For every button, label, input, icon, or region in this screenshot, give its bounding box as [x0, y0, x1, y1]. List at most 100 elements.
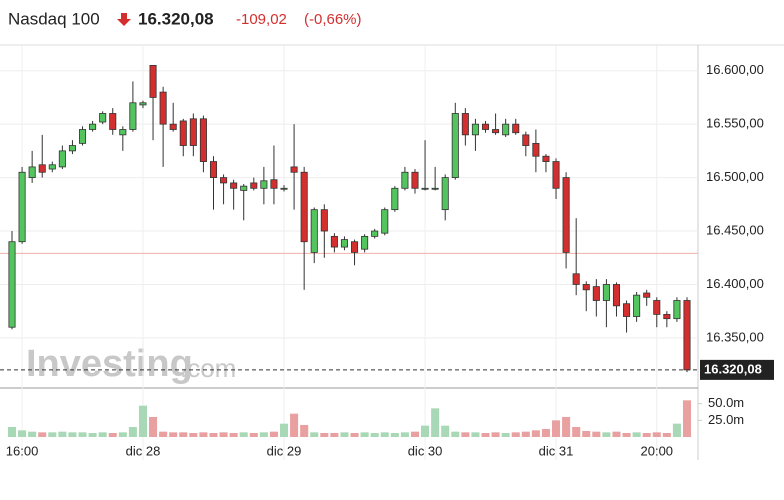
- volume-bar: [360, 432, 369, 437]
- volume-bar: [118, 432, 127, 437]
- volume-bar: [521, 431, 530, 437]
- volume-bar: [108, 433, 117, 437]
- candle-body: [220, 177, 228, 184]
- volume-bar: [531, 430, 540, 437]
- volume-bar: [421, 425, 430, 437]
- candle-body: [139, 102, 147, 106]
- volume-bar: [320, 433, 329, 437]
- volume-bar: [98, 432, 107, 437]
- volume-bar: [481, 433, 490, 437]
- volume-bar: [290, 413, 299, 437]
- volume-bar: [7, 427, 17, 437]
- candle-body: [330, 235, 338, 248]
- y-tick-label: 16.550,00: [706, 116, 764, 131]
- x-tick-label: dic 29: [267, 443, 302, 458]
- volume-bar: [149, 417, 158, 437]
- volume-bar: [279, 423, 289, 437]
- volume-bar: [501, 433, 510, 437]
- candle-body: [159, 91, 167, 125]
- candle-body: [381, 209, 389, 234]
- volume-bar: [179, 432, 188, 437]
- candle-body: [78, 129, 87, 144]
- candle-body: [290, 166, 298, 173]
- volume-bar: [491, 432, 500, 437]
- candle-body: [8, 241, 16, 328]
- candle-body: [38, 164, 46, 173]
- volume-bar: [229, 433, 238, 437]
- candle-body: [673, 300, 681, 320]
- last-price-box: [700, 359, 774, 380]
- x-tick-label: 16:00: [6, 443, 39, 458]
- volume-bar: [652, 432, 661, 437]
- volume-bar: [552, 420, 561, 437]
- candle-body: [58, 150, 66, 168]
- candle-body: [492, 129, 500, 134]
- change-percent: (-0,66%): [304, 11, 362, 28]
- volume-bar: [128, 427, 137, 437]
- volume-bar: [189, 433, 198, 437]
- volume-tick-label: 25.0m: [708, 412, 744, 427]
- volume-bar: [672, 423, 681, 437]
- y-tick-label: 16.600,00: [706, 62, 764, 77]
- volume-bar: [330, 433, 339, 437]
- y-tick-label: 16.500,00: [706, 169, 764, 184]
- candle-body: [391, 187, 399, 211]
- candle-body: [653, 300, 661, 315]
- volume-bar: [88, 433, 97, 437]
- candle-body: [612, 284, 621, 307]
- volume-bar: [622, 433, 631, 437]
- candle-body: [411, 171, 419, 189]
- candle-body: [310, 209, 318, 253]
- candle-body: [431, 187, 439, 190]
- volume-bar: [612, 431, 621, 437]
- candle-body: [441, 177, 449, 211]
- candle-body: [48, 164, 56, 170]
- candle-body: [280, 187, 288, 190]
- candle-body: [129, 102, 137, 130]
- volume-bar: [38, 432, 47, 437]
- candle-body: [471, 123, 479, 136]
- volume-bar: [380, 432, 389, 437]
- candle-body: [562, 177, 570, 253]
- volume-bar: [209, 433, 218, 437]
- volume-tick-label: 50.0m: [708, 395, 744, 410]
- watermark: Investing: [26, 343, 193, 385]
- candle-body: [28, 166, 36, 178]
- x-tick-label: dic 31: [539, 443, 574, 458]
- candle-body: [502, 123, 510, 136]
- candle-body: [371, 230, 379, 237]
- candle-body: [240, 185, 248, 191]
- candle-body: [300, 171, 308, 243]
- candle-body: [89, 123, 97, 130]
- instrument-name: Nasdaq 100: [8, 9, 100, 28]
- watermark: .com: [180, 353, 236, 383]
- volume-bar: [249, 433, 258, 437]
- candle-body: [340, 239, 348, 248]
- candle-body: [542, 155, 550, 162]
- candle-body: [401, 171, 409, 189]
- candle-body: [512, 123, 520, 134]
- volume-bar: [239, 432, 248, 437]
- candle-body: [421, 187, 429, 190]
- volume-bar: [310, 432, 319, 437]
- candle-body: [109, 113, 117, 130]
- candle-body: [633, 294, 641, 317]
- volume-bar: [461, 432, 470, 437]
- volume-bar: [259, 432, 268, 437]
- volume-bar: [592, 431, 601, 437]
- candle-body: [179, 120, 187, 146]
- candle-body: [623, 303, 631, 317]
- candle-body: [592, 286, 600, 301]
- change: -109,02: [236, 11, 287, 28]
- y-tick-label: 16.400,00: [706, 276, 764, 291]
- y-tick-label: 16.350,00: [706, 329, 764, 344]
- candle-body: [451, 113, 459, 178]
- volume-bar: [58, 431, 67, 437]
- last-price-label: 16.320,08: [704, 361, 762, 376]
- volume-bar: [370, 433, 379, 437]
- volume-bar: [28, 431, 37, 437]
- volume-bar: [410, 431, 420, 437]
- volume-bar: [541, 429, 550, 437]
- candle-body: [270, 179, 278, 189]
